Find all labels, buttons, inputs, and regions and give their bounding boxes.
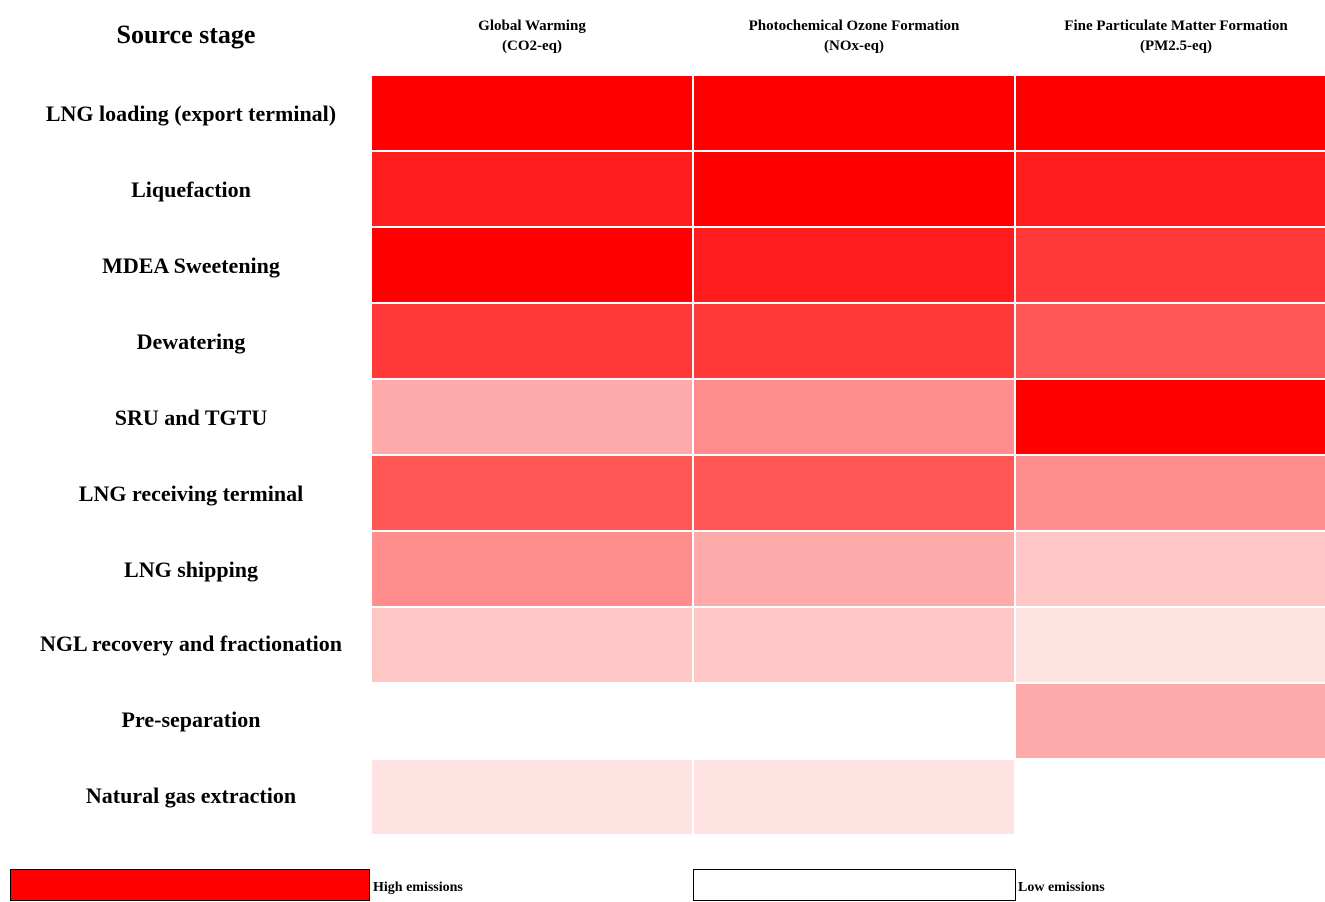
heatmap-cell: [372, 760, 692, 834]
heatmap-cell: [1016, 456, 1325, 530]
heatmap-cell: [1016, 760, 1325, 834]
row-header: Source stage: [116, 20, 256, 49]
heatmap-cell: [1016, 304, 1325, 378]
row-label: MDEA Sweetening: [102, 252, 280, 278]
row-label: NGL recovery and fractionation: [39, 630, 343, 656]
row-label: LNG loading (export terminal): [45, 100, 337, 126]
row-label: Liquefaction: [131, 176, 251, 202]
column-title: Photochemical Ozone Formation: [748, 18, 960, 34]
heatmap-cell: [372, 152, 692, 226]
legend-low-label: Low emissions: [1018, 880, 1105, 895]
column-header-fine-particulate: Fine Particulate Matter Formation (PM2.5…: [1016, 16, 1325, 56]
heatmap-cell: [694, 152, 1014, 226]
heatmap-cell: [694, 608, 1014, 682]
heatmap-cell: [1016, 76, 1325, 150]
column-header-photochemical-ozone: Photochemical Ozone Formation (NOx-eq): [694, 16, 1014, 56]
heatmap-cell: [372, 608, 692, 682]
heatmap-cell: [372, 532, 692, 606]
heatmap-cell: [694, 684, 1014, 758]
heatmap-cell: [1016, 152, 1325, 226]
row-label: LNG receiving terminal: [78, 480, 304, 506]
heatmap-cell: [694, 532, 1014, 606]
heatmap-cell: [372, 228, 692, 302]
column-unit: (NOx-eq): [824, 38, 884, 54]
row-label: Dewatering: [136, 328, 246, 354]
legend-high-swatch: [10, 869, 370, 901]
heatmap-cell: [372, 380, 692, 454]
column-title: Global Warming: [478, 18, 586, 34]
column-unit: (CO2-eq): [502, 38, 562, 54]
heatmap-cell: [372, 684, 692, 758]
heatmap-cell: [1016, 228, 1325, 302]
heatmap-cell: [1016, 532, 1325, 606]
heatmap-cell: [372, 76, 692, 150]
column-unit: (PM2.5-eq): [1139, 38, 1213, 54]
row-label: SRU and TGTU: [114, 404, 268, 430]
heatmap-cell: [694, 228, 1014, 302]
column-title: Fine Particulate Matter Formation: [1064, 18, 1288, 34]
heatmap-cell: [372, 456, 692, 530]
heatmap-cell: [1016, 684, 1325, 758]
heatmap-cell: [694, 304, 1014, 378]
heatmap-cell: [1016, 608, 1325, 682]
legend-low-swatch: [693, 869, 1016, 901]
legend-high-label: High emissions: [373, 880, 463, 895]
heatmap-cell: [1016, 380, 1325, 454]
heatmap-cell: [694, 76, 1014, 150]
heatmap-cell: [694, 380, 1014, 454]
row-label: Pre-separation: [121, 706, 261, 732]
heatmap-cell: [372, 304, 692, 378]
column-header-global-warming: Global Warming (CO2-eq): [372, 16, 692, 56]
heatmap-cell: [694, 456, 1014, 530]
row-label: Natural gas extraction: [85, 782, 297, 808]
heatmap-cell: [694, 760, 1014, 834]
row-label: LNG shipping: [124, 556, 258, 582]
